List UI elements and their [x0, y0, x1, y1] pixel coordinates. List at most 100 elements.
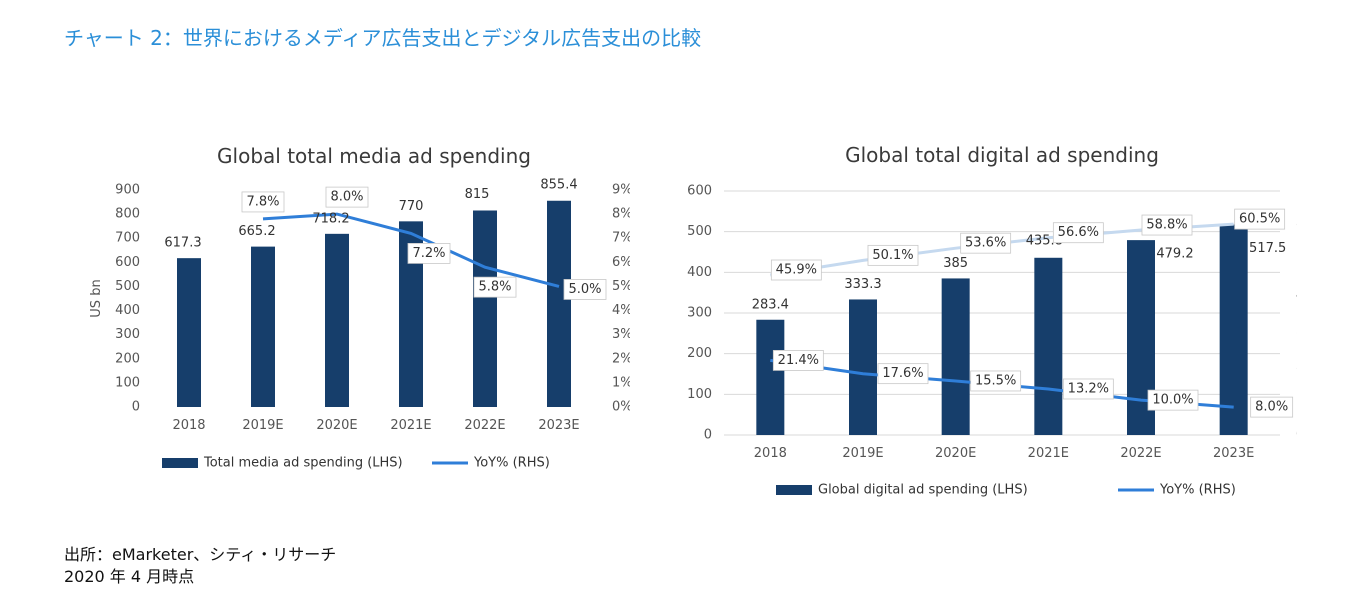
legend-swatch-bar	[162, 458, 198, 468]
data-label: 5.0%	[568, 282, 601, 297]
legend: Global digital ad spending (LHS) YoY% (RH…	[776, 483, 1236, 498]
y-axis-tick-label: 300	[115, 327, 140, 342]
y-axis-tick-label: 600	[687, 184, 712, 199]
page-title: チャート 2：世界におけるメディア広告支出とデジタル広告支出の比較	[64, 26, 702, 50]
y-axis-tick-label: 400	[687, 265, 712, 280]
y2-axis-tick-label: 3%	[612, 327, 630, 342]
bar-2018	[177, 258, 201, 407]
data-label: 8.0%	[330, 190, 363, 205]
data-label: 15.5%	[975, 373, 1016, 388]
bar-2023E	[547, 200, 571, 407]
y-axis-tick-label: 900	[115, 183, 140, 198]
legend-swatch-bar	[776, 485, 812, 495]
data-label-box	[325, 186, 369, 208]
data-label: 718.2	[312, 211, 349, 226]
y-axis-tick-label: 500	[115, 279, 140, 294]
y-axis-tick-label: 0	[704, 428, 712, 443]
data-label-box	[960, 232, 1012, 254]
data-label: 855.4	[540, 177, 577, 192]
data-label: 8.0%	[1255, 400, 1288, 415]
data-label: 479.2	[1156, 247, 1193, 262]
data-label: 385	[943, 256, 968, 271]
y-axis-tick-label: 300	[687, 306, 712, 321]
y2-axis-tick-label: 70%	[1296, 184, 1297, 199]
y2-axis-tick-label: 0%	[612, 400, 630, 415]
data-label-box	[563, 279, 607, 300]
data-label: 21.4%	[778, 353, 819, 368]
series-line-1	[262, 212, 560, 288]
y2-axis-tick-label: 30%	[1296, 323, 1297, 338]
x-axis-tick-label: 2020E	[935, 446, 976, 461]
x-axis-tick-label: 2018	[172, 418, 205, 433]
legend: Total media ad spending (LHS) YoY% (RHS)	[162, 456, 550, 471]
x-axis-tick-label: 2019E	[242, 418, 283, 433]
y2-axis-tick-label: 50%	[1296, 253, 1297, 268]
x-axis-tick-label: 2022E	[464, 418, 505, 433]
y-axis-tick-label: 400	[115, 303, 140, 318]
chart-title: Global total digital ad spending	[845, 143, 1159, 167]
data-label: 17.6%	[882, 366, 923, 381]
chart-title: Global total media ad spending	[217, 144, 531, 168]
data-label-box	[1141, 214, 1193, 236]
legend-label: Global digital ad spending (LHS)	[818, 483, 1028, 498]
x-axis-tick-label: 2023E	[1213, 446, 1254, 461]
y-axis-tick-label: 0	[132, 400, 140, 415]
as-of-date: 2020 年 4 月時点	[64, 567, 195, 586]
y2-axis-tick-label: 5%	[612, 279, 630, 294]
data-label: 45.9%	[776, 263, 817, 278]
y-axis-tick-label: 100	[687, 387, 712, 402]
digital-ad-spending-chart: Global total digital ad spending 0 100 200 3…	[687, 143, 1297, 498]
data-label: 53.6%	[965, 236, 1006, 251]
y2-axis-tick-label: 2%	[612, 351, 630, 366]
data-label: 13.2%	[1068, 381, 1109, 396]
data-label: 5.8%	[478, 280, 511, 295]
y-axis-tick-label: 800	[115, 207, 140, 222]
data-label-box	[772, 350, 824, 371]
data-label-box	[241, 191, 285, 213]
y2-axis-tick-label: 0%	[1296, 428, 1297, 443]
data-label: 60.5%	[1239, 212, 1280, 227]
data-label-box	[1234, 208, 1286, 230]
data-label: 58.8%	[1146, 218, 1187, 233]
bar-2021E	[1034, 257, 1063, 435]
y-axis-tick-label: 700	[115, 231, 140, 246]
y-axis-tick-label: 600	[115, 255, 140, 270]
x-axis-tick-label: 2021E	[390, 418, 431, 433]
x-axis-tick-label: 2019E	[842, 446, 883, 461]
data-label: 517.5	[1249, 241, 1286, 256]
y2-axis-tick-label: 40%	[1296, 288, 1297, 303]
x-axis-tick-label: 2021E	[1028, 446, 1069, 461]
y2-axis-tick-label: 10%	[1296, 393, 1297, 408]
legend-label: YoY% (RHS)	[473, 456, 550, 471]
bar-2020E	[325, 233, 349, 407]
y2-axis-tick-label: 4%	[612, 303, 630, 318]
y-axis-tick-label: 200	[115, 351, 140, 366]
data-label: 283.4	[752, 297, 789, 312]
source-text: 出所：eMarketer、シティ・リサーチ	[64, 545, 337, 564]
legend-label: YoY% (RHS)	[1159, 483, 1236, 498]
data-label-box	[473, 276, 517, 298]
legend-label: Total media ad spending (LHS)	[203, 456, 403, 471]
x-axis-tick-label: 2020E	[316, 418, 357, 433]
y2-axis-tick-label: 1%	[612, 375, 630, 390]
data-label: 7.8%	[246, 194, 279, 209]
data-label: 50.1%	[872, 248, 913, 263]
data-label: 333.3	[844, 277, 881, 292]
bar-2023E	[1219, 224, 1248, 435]
y-axis-tick-label: 100	[115, 375, 140, 390]
data-label: 815	[465, 187, 490, 202]
x-axis-tick-label: 2022E	[1120, 446, 1161, 461]
data-label-box	[1147, 389, 1199, 411]
data-label-box	[770, 259, 822, 281]
data-label: 665.2	[238, 224, 275, 239]
y-axis-tick-label: 500	[687, 224, 712, 239]
y2-axis-tick-label: 8%	[612, 207, 630, 222]
y2-axis-tick-label: 9%	[612, 183, 630, 198]
data-label-box	[970, 370, 1022, 392]
bar-2020E	[941, 278, 970, 435]
data-label-box	[1062, 378, 1114, 400]
y-axis-tick-label: 200	[687, 346, 712, 361]
bar-2022E	[473, 210, 497, 407]
data-label-box	[407, 243, 451, 264]
source-note: 出所：eMarketer、シティ・リサーチ 2020 年 4 月時点	[64, 544, 336, 588]
